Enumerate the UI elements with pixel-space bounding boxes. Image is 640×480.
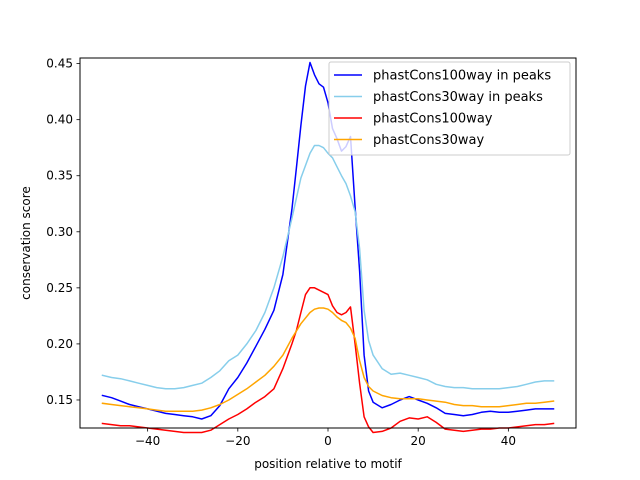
x-tick-label: −40 bbox=[135, 434, 160, 448]
x-tick-label: −20 bbox=[225, 434, 250, 448]
y-tick-label: 0.35 bbox=[46, 169, 73, 183]
x-axis-ticks: −40 −20 0 20 40 bbox=[135, 428, 516, 448]
y-axis-label: conservation score bbox=[19, 186, 33, 300]
y-tick-label: 0.45 bbox=[46, 57, 73, 71]
legend: phastCons100way in peaks phastCons30way i… bbox=[328, 61, 571, 156]
x-tick-label: 20 bbox=[411, 434, 426, 448]
y-axis-ticks: 0.15 0.20 0.25 0.30 0.35 0.40 0.45 bbox=[46, 57, 80, 407]
legend-label: phastCons100way bbox=[373, 112, 493, 127]
series-line-2 bbox=[101, 287, 555, 434]
x-tick-label: 0 bbox=[324, 434, 332, 448]
legend-label: phastCons30way in peaks bbox=[373, 90, 543, 105]
x-tick-label: 40 bbox=[501, 434, 516, 448]
y-tick-label: 0.30 bbox=[46, 225, 73, 239]
x-axis-label: position relative to motif bbox=[254, 457, 402, 471]
legend-label: phastCons100way in peaks bbox=[373, 69, 551, 84]
series-line-1 bbox=[101, 144, 555, 390]
y-tick-label: 0.20 bbox=[46, 337, 73, 351]
y-tick-label: 0.40 bbox=[46, 113, 73, 127]
y-tick-label: 0.15 bbox=[46, 393, 73, 407]
series-line-3 bbox=[101, 307, 555, 412]
y-tick-label: 0.25 bbox=[46, 281, 73, 295]
legend-label: phastCons30way bbox=[373, 133, 485, 148]
legend-box bbox=[328, 61, 571, 156]
